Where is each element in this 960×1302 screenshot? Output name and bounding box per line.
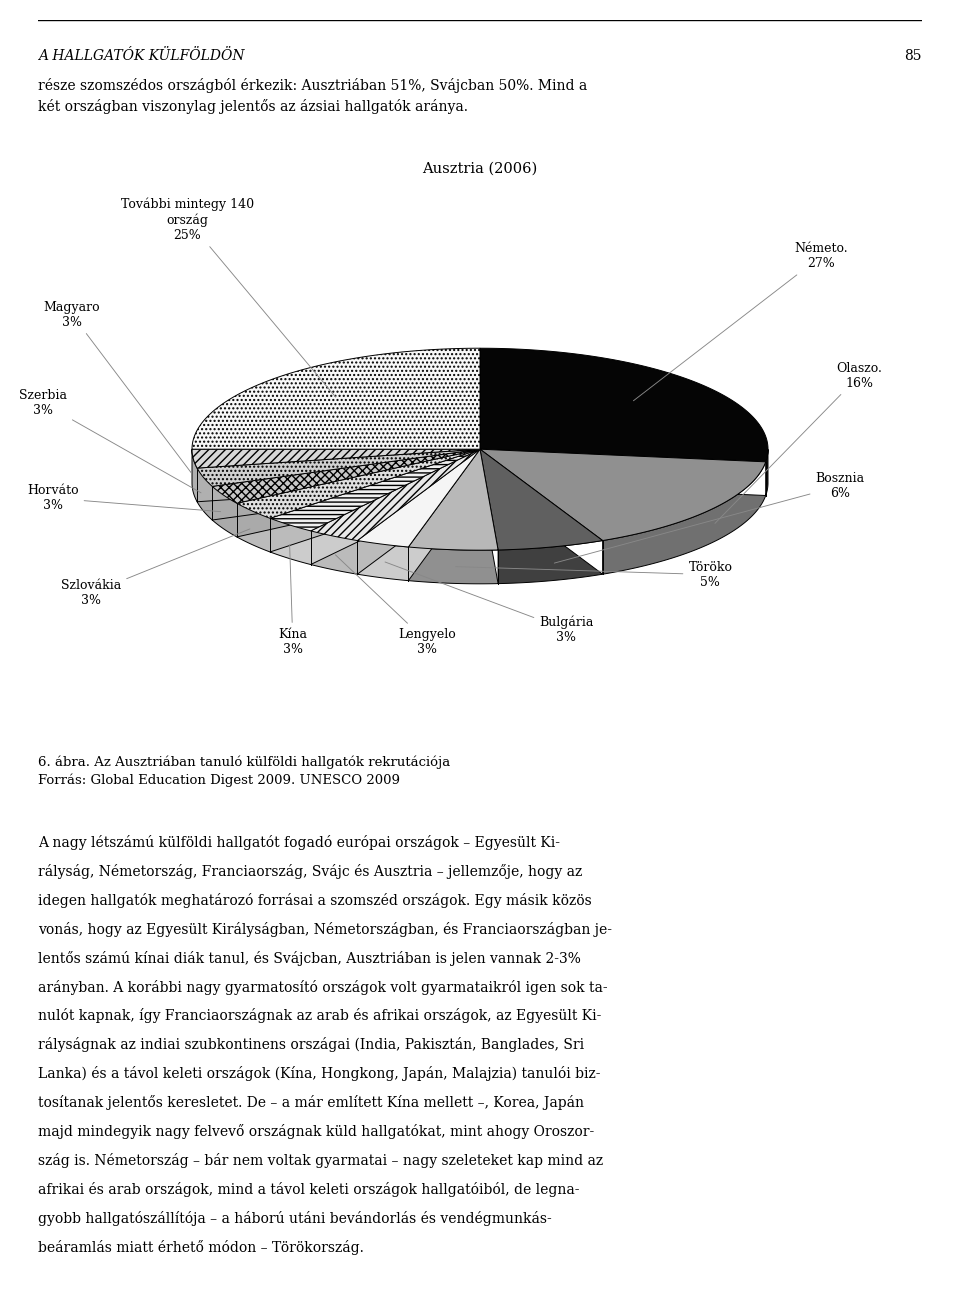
Polygon shape — [357, 449, 480, 581]
Text: Ausztria (2006): Ausztria (2006) — [422, 161, 538, 176]
Text: Szerbia
3%: Szerbia 3% — [19, 389, 201, 493]
Text: arányban. A korábbi nagy gyarmatosító országok volt gyarmataikról igen sok ta-: arányban. A korábbi nagy gyarmatosító or… — [38, 979, 608, 995]
Text: rályság, Németország, Franciaország, Svájc és Ausztria – jellemzője, hogy az: rályság, Németország, Franciaország, Svá… — [38, 865, 583, 879]
Text: majd mindegyik nagy felvevő országnak küld hallgatókat, mint ahogy Oroszor-: majd mindegyik nagy felvevő országnak kü… — [38, 1124, 594, 1139]
Text: 85: 85 — [904, 49, 922, 62]
Text: idegen hallgatók meghatározó forrásai a szomszéd országok. Egy másik közös: idegen hallgatók meghatározó forrásai a … — [38, 893, 592, 907]
Text: tosítanak jelentős keresletet. De – a már említett Kína mellett –, Korea, Japán: tosítanak jelentős keresletet. De – a má… — [38, 1095, 585, 1111]
Text: rályságnak az indiai szubkontinens országai (India, Pakisztán, Banglades, Sri: rályságnak az indiai szubkontinens orszá… — [38, 1038, 585, 1052]
Polygon shape — [237, 449, 480, 518]
Polygon shape — [212, 449, 480, 504]
Polygon shape — [480, 449, 766, 574]
Text: A nagy létszámú külföldi hallgatót fogadó európai országok – Egyesült Ki-: A nagy létszámú külföldi hallgatót fogad… — [38, 835, 561, 850]
Polygon shape — [480, 348, 768, 462]
Text: afrikai és arab országok, mind a távol keleti országok hallgatóiból, de legna-: afrikai és arab országok, mind a távol k… — [38, 1182, 580, 1197]
Polygon shape — [197, 449, 480, 487]
Polygon shape — [357, 449, 480, 547]
Polygon shape — [766, 449, 768, 496]
Polygon shape — [480, 449, 603, 549]
Text: 6. ábra. Az Ausztriában tanuló külföldi hallgatók rekrutációja
Forrás: Global Ed: 6. ábra. Az Ausztriában tanuló külföldi … — [38, 755, 450, 788]
Polygon shape — [237, 449, 480, 552]
Text: További mintegy 140
ország
25%: További mintegy 140 ország 25% — [121, 198, 336, 397]
Text: nulót kapnak, így Franciaországnak az arab és afrikai országok, az Egyesült Ki-: nulót kapnak, így Franciaországnak az ar… — [38, 1009, 602, 1023]
Polygon shape — [192, 449, 480, 469]
Polygon shape — [408, 449, 498, 551]
Polygon shape — [192, 449, 480, 501]
Text: A HALLGATÓK KÜLFÖLDÖN: A HALLGATÓK KÜLFÖLDÖN — [38, 49, 245, 62]
Polygon shape — [197, 449, 480, 519]
Polygon shape — [270, 449, 480, 565]
Text: gyobb hallgatószállítója – a háború utáni bevándorlás és vendégmunkás-: gyobb hallgatószállítója – a háború után… — [38, 1211, 552, 1225]
Text: Németo.
27%: Németo. 27% — [634, 242, 848, 401]
Polygon shape — [480, 449, 603, 583]
Polygon shape — [192, 348, 480, 449]
Text: Töröko
5%: Töröko 5% — [456, 561, 732, 589]
Text: szág is. Németország – bár nem voltak gyarmatai – nagy szeleteket kap mind az: szág is. Németország – bár nem voltak gy… — [38, 1152, 604, 1168]
Text: Lanka) és a távol keleti országok (Kína, Hongkong, Japán, Malajzia) tanulói biz-: Lanka) és a távol keleti országok (Kína,… — [38, 1066, 601, 1081]
Polygon shape — [212, 449, 480, 536]
Polygon shape — [311, 449, 480, 574]
Text: lentős számú kínai diák tanul, és Svájcban, Ausztriában is jelen vannak 2-3%: lentős számú kínai diák tanul, és Svájcb… — [38, 950, 581, 966]
Polygon shape — [311, 449, 480, 540]
Text: Szlovákia
3%: Szlovákia 3% — [61, 529, 250, 607]
Text: Lengyelo
3%: Lengyelo 3% — [335, 555, 456, 656]
Text: beáramlás miatt érhető módon – Törökország.: beáramlás miatt érhető módon – Törökorsz… — [38, 1240, 364, 1255]
Polygon shape — [480, 449, 766, 540]
Text: Kína
3%: Kína 3% — [278, 544, 307, 656]
Text: Bulgária
3%: Bulgária 3% — [385, 562, 593, 644]
Text: Bosznia
6%: Bosznia 6% — [554, 471, 865, 562]
Text: vonás, hogy az Egyesült Királyságban, Németországban, és Franciaországban je-: vonás, hogy az Egyesült Királyságban, Né… — [38, 922, 612, 937]
Text: Magyaro
3%: Magyaro 3% — [44, 301, 192, 474]
Text: Olaszo.
16%: Olaszo. 16% — [715, 362, 882, 523]
Polygon shape — [270, 449, 480, 531]
Polygon shape — [408, 449, 498, 583]
Text: Horváto
3%: Horváto 3% — [27, 484, 221, 512]
Text: része szomszédos országból érkezik: Ausztriában 51%, Svájcban 50%. Mind a
két or: része szomszédos országból érkezik: Ausz… — [38, 78, 588, 115]
